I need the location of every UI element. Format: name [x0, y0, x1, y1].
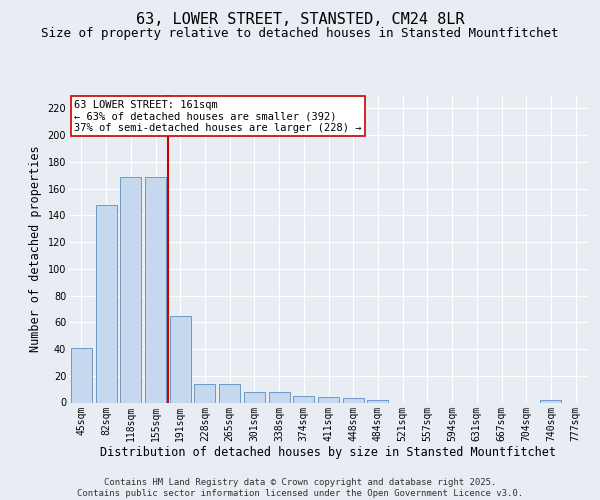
- Bar: [343, 398, 364, 402]
- Bar: [170, 316, 191, 402]
- Bar: [244, 392, 265, 402]
- Text: 63 LOWER STREET: 161sqm
← 63% of detached houses are smaller (392)
37% of semi-d: 63 LOWER STREET: 161sqm ← 63% of detache…: [74, 100, 362, 133]
- Bar: [95, 204, 116, 402]
- Bar: [145, 176, 166, 402]
- Bar: [318, 397, 339, 402]
- Bar: [269, 392, 290, 402]
- Bar: [194, 384, 215, 402]
- Text: Contains HM Land Registry data © Crown copyright and database right 2025.
Contai: Contains HM Land Registry data © Crown c…: [77, 478, 523, 498]
- Bar: [293, 396, 314, 402]
- Bar: [219, 384, 240, 402]
- Bar: [541, 400, 562, 402]
- Bar: [71, 348, 92, 403]
- X-axis label: Distribution of detached houses by size in Stansted Mountfitchet: Distribution of detached houses by size …: [101, 446, 557, 459]
- Bar: [120, 176, 141, 402]
- Y-axis label: Number of detached properties: Number of detached properties: [29, 146, 42, 352]
- Text: 63, LOWER STREET, STANSTED, CM24 8LR: 63, LOWER STREET, STANSTED, CM24 8LR: [136, 12, 464, 28]
- Bar: [367, 400, 388, 402]
- Text: Size of property relative to detached houses in Stansted Mountfitchet: Size of property relative to detached ho…: [41, 28, 559, 40]
